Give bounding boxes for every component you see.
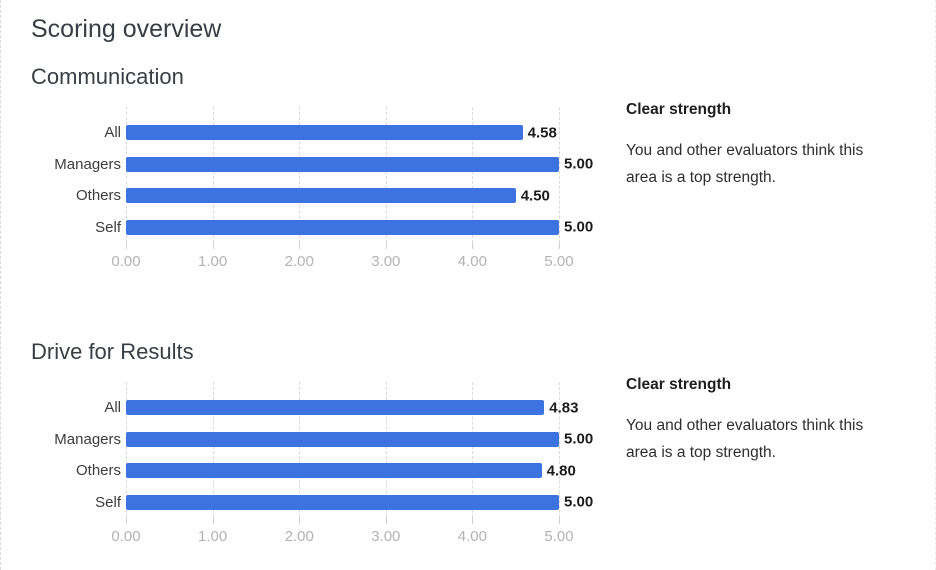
category-label: Managers [54, 155, 121, 173]
value-label: 5.00 [564, 155, 594, 173]
value-label: 5.00 [564, 430, 594, 448]
axis-tick-labels: 0.00 1.00 2.00 3.00 4.00 5.00 [111, 528, 573, 548]
axis-ticks [126, 518, 560, 525]
bar-track: 4.50 [126, 187, 559, 205]
chart-row-managers: Managers 5.00 [31, 424, 596, 456]
chart-row-all: All 4.58 [31, 117, 596, 149]
bar [126, 463, 542, 479]
plot-area: All 4.58 Managers 5.00 Others 4.50 Self 5.00 [31, 107, 596, 243]
category-label: All [104, 399, 121, 417]
axis-tick [472, 243, 474, 249]
bar-track: 4.58 [126, 124, 559, 142]
axis-tick-labels: 0.00 1.00 2.00 3.00 4.00 5.00 [111, 253, 573, 273]
chart-row-self: Self 5.00 [31, 487, 596, 519]
chart-row-self: Self 5.00 [31, 212, 596, 244]
bar-track: 5.00 [126, 156, 593, 173]
axis-tick-label: 0.00 [111, 528, 141, 545]
chart-row-managers: Managers 5.00 [31, 149, 596, 181]
page-title: Scoring overview [31, 15, 222, 43]
axis-tick [559, 243, 560, 249]
axis-tick [299, 518, 301, 524]
bar [126, 156, 559, 172]
bar-track: 5.00 [126, 219, 593, 236]
axis-tick [385, 518, 387, 524]
axis-tick-label: 5.00 [544, 253, 574, 270]
axis-tick [126, 518, 127, 524]
chart-title: Communication [31, 64, 184, 89]
category-label: Others [75, 187, 121, 205]
axis-tick [385, 243, 387, 249]
value-label: 4.80 [546, 462, 576, 480]
bar [126, 400, 545, 416]
axis-ticks [126, 243, 560, 250]
bar-chart: All 4.58 Managers 5.00 Others 4.50 Self 5.00 0.0… [31, 107, 596, 273]
value-label: 5.00 [564, 218, 594, 236]
bar [126, 219, 559, 235]
category-label: All [104, 124, 121, 142]
axis-tick-label: 2.00 [284, 528, 314, 545]
bar-track: 4.83 [126, 399, 578, 416]
category-label: Managers [54, 430, 121, 448]
drive-for-results-chart: Drive for Results All 4.83 Managers 5.00 Oth… [31, 337, 596, 548]
bar-track: 4.80 [126, 462, 576, 479]
rating-description: You and other evaluators think this area… [626, 142, 864, 186]
rating-label: Clear strength [626, 376, 732, 393]
axis-tick-label: 3.00 [371, 253, 401, 270]
bar-chart: All 4.83 Managers 5.00 Others 4.80 Self 5.00 0.0… [31, 382, 596, 548]
plot-area: All 4.83 Managers 5.00 Others 4.80 Self 5.00 [31, 382, 596, 518]
rating-info: Clear strength You and other evaluators … [626, 375, 898, 466]
section-communication: Communication All 4.58 Managers 5.00 Others 4… [31, 62, 935, 273]
bar [126, 494, 559, 510]
bar [126, 188, 516, 204]
bar [126, 125, 523, 141]
axis-tick-label: 4.00 [457, 528, 487, 545]
rating-description: You and other evaluators think this area… [626, 417, 864, 461]
axis-tick-label: 4.00 [457, 253, 487, 270]
category-label: Others [75, 462, 121, 480]
rating-info: Clear strength You and other evaluators … [626, 100, 898, 191]
chart-title: Drive for Results [31, 339, 194, 364]
axis-tick [212, 243, 214, 249]
axis-tick [126, 243, 127, 249]
axis-tick [212, 518, 214, 524]
axis-tick-label: 2.00 [284, 253, 314, 270]
bar-track: 5.00 [126, 431, 593, 448]
section-drive-for-results: Drive for Results All 4.83 Managers 5.00 Oth… [31, 337, 935, 548]
axis-tick [472, 518, 474, 524]
value-label: 4.58 [527, 124, 557, 142]
chart-row-all: All 4.83 [31, 392, 596, 424]
axis-tick-label: 5.00 [544, 528, 574, 545]
chart-row-others: Others 4.50 [31, 180, 596, 212]
axis-tick-label: 0.00 [111, 253, 141, 270]
axis-tick-label: 1.00 [197, 528, 228, 545]
bar-track: 5.00 [126, 494, 593, 511]
value-label: 4.83 [549, 399, 579, 417]
axis-tick [299, 243, 301, 249]
axis-tick [559, 518, 560, 524]
axis-tick-label: 3.00 [371, 528, 401, 545]
communication-chart: Communication All 4.58 Managers 5.00 Others 4… [31, 62, 596, 273]
category-label: Self [95, 493, 121, 511]
category-label: Self [95, 218, 121, 236]
chart-row-others: Others 4.80 [31, 455, 596, 487]
axis-tick-label: 1.00 [197, 253, 228, 270]
value-label: 4.50 [520, 187, 550, 205]
bar [126, 431, 559, 447]
rating-label: Clear strength [626, 101, 732, 118]
value-label: 5.00 [564, 493, 594, 511]
